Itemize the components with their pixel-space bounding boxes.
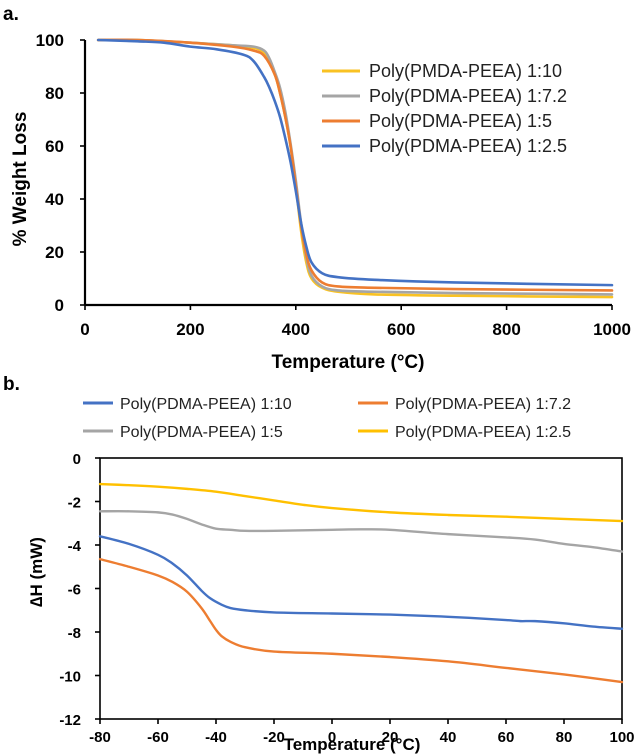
legend-item-poly-pdma-peea-1-2-5: Poly(PDMA-PEEA) 1:2.5	[358, 424, 571, 441]
panel-a-axes	[80, 39, 613, 310]
legend-item-poly-pdma-peea-1-2-5: Poly(PDMA-PEEA) 1:2.5	[322, 136, 567, 156]
x-tick-label: 40	[440, 729, 457, 746]
chart-panel-a: a. 0 200 400 600 800 1000 0 20 40 60 80 100 Poly(PM…	[3, 4, 631, 373]
legend-label: Poly(PMDA-PEEA) 1:10	[369, 61, 562, 81]
x-tick-label: 0	[80, 320, 89, 339]
legend-item-poly-pdma-peea-1-5: Poly(PDMA-PEEA) 1:5	[322, 111, 552, 131]
series-line-poly-pdma-peea-1-10	[98, 535, 624, 630]
y-tick-label: -10	[59, 669, 81, 686]
series-line-poly-pdma-peea-1-5	[96, 38, 614, 292]
panel-a-letter: a.	[3, 4, 19, 25]
x-tick-label: 100	[609, 729, 634, 746]
legend-item-poly-pdma-peea-1-7-2: Poly(PDMA-PEEA) 1:7.2	[358, 396, 571, 413]
x-tick-label: 20	[382, 729, 399, 746]
legend-label: Poly(PDMA-PEEA) 1:7.2	[395, 396, 571, 413]
legend-item-poly-pmda-peea-1-10: Poly(PMDA-PEEA) 1:10	[322, 61, 562, 81]
y-tick-label: 20	[45, 243, 64, 262]
x-tick-label: 800	[492, 320, 520, 339]
panel-a-legend: Poly(PMDA-PEEA) 1:10 Poly(PDMA-PEEA) 1:7.…	[322, 61, 567, 156]
y-tick-label: 40	[45, 190, 64, 209]
panel-b-legend: Poly(PDMA-PEEA) 1:10 Poly(PDMA-PEEA) 1:7.…	[83, 396, 571, 441]
x-tick-label: 60	[498, 729, 515, 746]
legend-item-poly-pdma-peea-1-7-2: Poly(PDMA-PEEA) 1:7.2	[322, 86, 567, 106]
y-tick-label: -12	[59, 712, 81, 729]
legend-label: Poly(PDMA-PEEA) 1:5	[369, 111, 552, 131]
x-tick-label: -80	[89, 729, 111, 746]
x-tick-label: -40	[205, 729, 227, 746]
chart-panel-b: b. -80 -60 -40 -20 0 20 40 60 80 1000-2-4-6-8-10-…	[3, 374, 635, 754]
x-tick-label: 0	[328, 729, 336, 746]
y-tick-label: -2	[68, 495, 81, 512]
y-tick-label: 100	[36, 31, 64, 50]
panel-b-axes	[95, 457, 623, 724]
y-tick-label: -8	[68, 625, 81, 642]
series-line-poly-pdma-peea-1-7-2	[98, 557, 624, 684]
x-tick-label: 600	[387, 320, 415, 339]
x-tick-label: 200	[176, 320, 204, 339]
y-tick-label: 80	[45, 84, 64, 103]
legend-label: Poly(PDMA-PEEA) 1:5	[120, 424, 283, 441]
panel-b-series	[98, 482, 624, 684]
panel-a-tick-labels: 0 200 400 600 800 1000 0 20 40 60 80 100	[36, 31, 631, 339]
legend-label: Poly(PDMA-PEEA) 1:10	[120, 396, 292, 413]
y-tick-label: -6	[68, 582, 81, 599]
x-tick-label: 80	[556, 729, 573, 746]
panel-b-x-axis-title: Temperature (°C)	[284, 735, 421, 754]
panel-b-y-axis-title: ∆H (mW)	[27, 537, 46, 607]
series-line-poly-pdma-peea-1-5	[98, 510, 624, 553]
legend-item-poly-pdma-peea-1-10: Poly(PDMA-PEEA) 1:10	[83, 396, 292, 413]
y-tick-label: 0	[55, 296, 64, 315]
y-tick-label: -4	[68, 538, 82, 555]
x-tick-label: 400	[282, 320, 310, 339]
legend-label: Poly(PDMA-PEEA) 1:2.5	[395, 424, 571, 441]
panel-a-x-axis-title: Temperature (°C)	[272, 352, 425, 373]
y-tick-label: 60	[45, 137, 64, 156]
legend-item-poly-pdma-peea-1-5: Poly(PDMA-PEEA) 1:5	[83, 424, 283, 441]
legend-label: Poly(PDMA-PEEA) 1:2.5	[369, 136, 567, 156]
legend-label: Poly(PDMA-PEEA) 1:7.2	[369, 86, 567, 106]
series-line-poly-pdma-peea-1-2-5	[96, 38, 614, 287]
panel-a-y-axis-title: % Weight Loss	[10, 112, 31, 247]
plot-frame	[99, 457, 623, 720]
series-line-poly-pdma-peea-1-2-5	[98, 482, 624, 523]
y-tick-label: 0	[73, 451, 81, 468]
panel-b-letter: b.	[3, 374, 20, 395]
panel-a-series	[96, 38, 614, 299]
x-tick-label: -20	[263, 729, 285, 746]
x-tick-label: 1000	[593, 320, 631, 339]
panel-b-tick-labels: -80 -60 -40 -20 0 20 40 60 80 100 0 -2 -4 -6 -8 -10 -12	[59, 451, 634, 746]
x-tick-label: -60	[147, 729, 169, 746]
